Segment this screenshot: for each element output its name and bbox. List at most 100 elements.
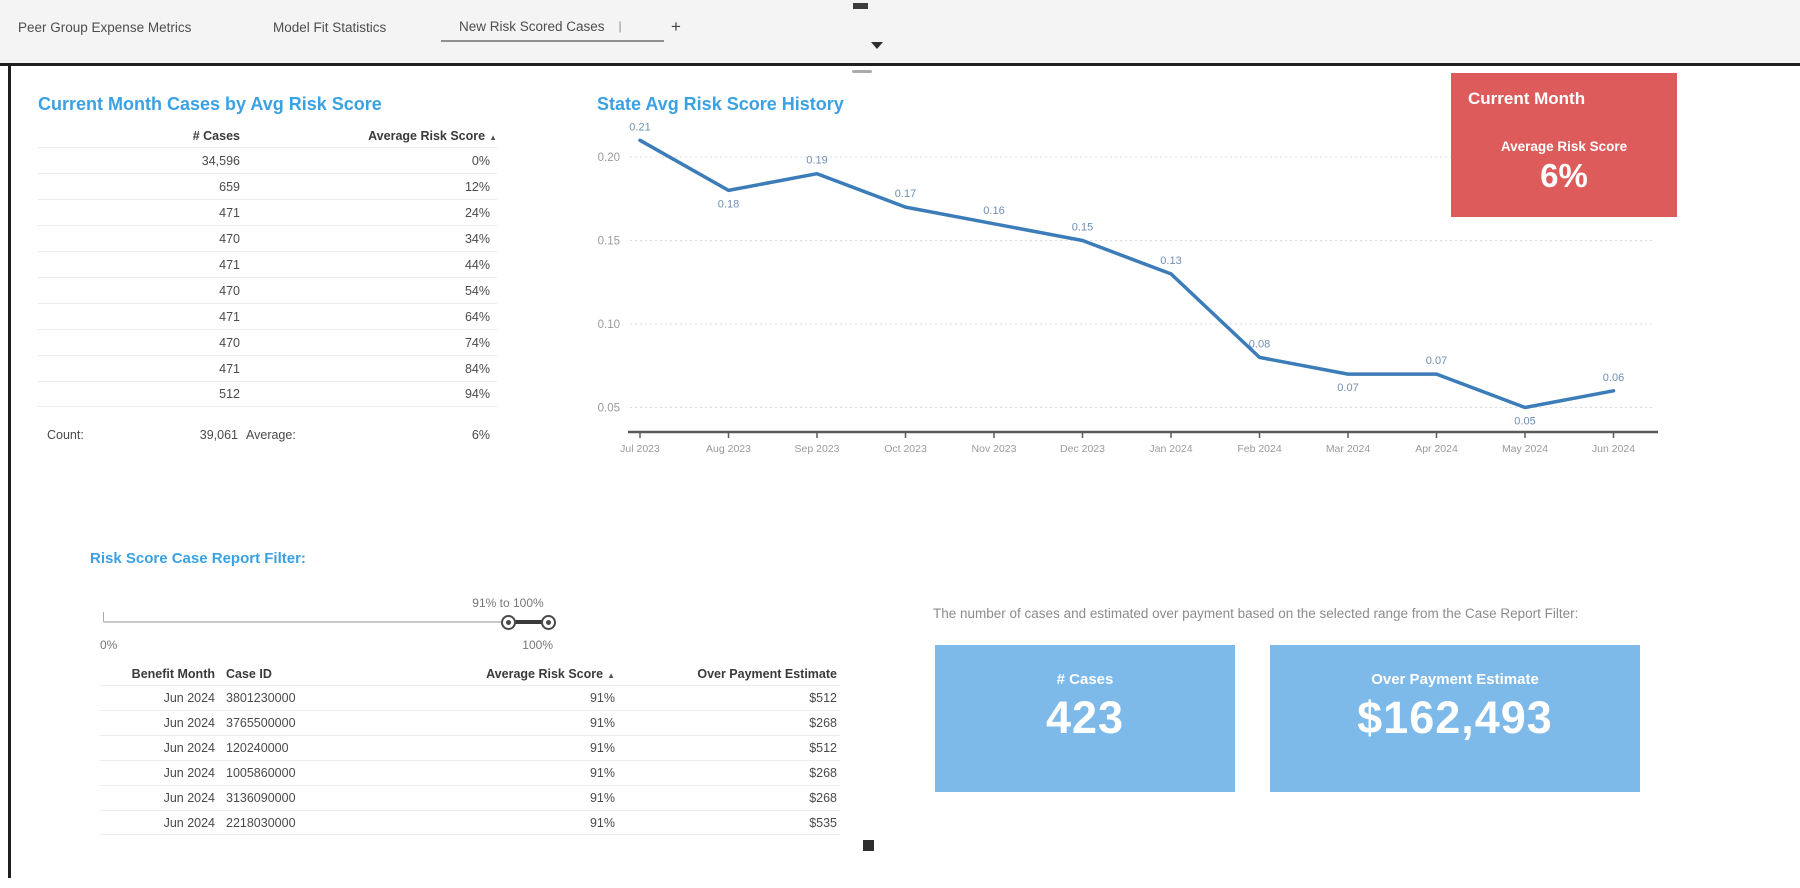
tab-label: New Risk Scored Cases	[459, 18, 605, 34]
report-cell: $512	[809, 691, 837, 705]
column-header-average-risk-score[interactable]: Average Risk Score ▲	[486, 667, 615, 681]
risk-history-chart-svg[interactable]: 0.20 0.15 0.10 0.05 Jul 2023 Aug 2023 Sep 2023…	[560, 115, 1700, 460]
cases-cell: 34,596	[201, 153, 240, 168]
visual-more-options-icon[interactable]	[852, 70, 872, 73]
chart-title: State Avg Risk Score History	[597, 94, 844, 114]
table-row[interactable]: 512 94%	[38, 381, 497, 407]
average-label: Average:	[246, 428, 296, 442]
table-row[interactable]: Jun 2024 120240000 91% $512	[100, 735, 840, 760]
slider-min-label: 0%	[100, 638, 118, 652]
cases-cell: 470	[219, 231, 240, 246]
add-tab-button[interactable]: +	[671, 17, 681, 36]
average-value: 6%	[471, 428, 490, 442]
cases-table: # Cases Average Risk Score ▲ 34,596 0% 659 1…	[38, 125, 497, 407]
slider-lower-handle[interactable]	[501, 615, 516, 630]
cases-cell: 470	[219, 335, 240, 350]
x-axis-tick-label: May 2024	[1502, 443, 1548, 455]
report-cell: $268	[809, 791, 837, 805]
report-cell: 91%	[589, 741, 615, 755]
filter-title: Risk Score Case Report Filter:	[90, 550, 306, 567]
score-cell: 12%	[464, 179, 490, 194]
count-label: Count:	[47, 428, 84, 442]
report-cell: 91%	[589, 716, 615, 730]
cases-table-title: Current Month Cases by Avg Risk Score	[38, 94, 382, 114]
report-cell: Jun 2024	[163, 691, 215, 705]
current-month-kpi-card[interactable]: Current Month Average Risk Score 6%	[1451, 73, 1677, 217]
y-axis-tick-label: 0.15	[598, 236, 620, 248]
tab-divider: |	[618, 19, 622, 33]
column-header-benefit-month[interactable]: Benefit Month	[131, 667, 215, 681]
report-cell: 91%	[589, 691, 615, 705]
column-header-case-id[interactable]: Case ID	[226, 667, 272, 681]
table-row[interactable]: Jun 2024 1005860000 91% $268	[100, 760, 840, 785]
table-row[interactable]: Jun 2024 3136090000 91% $268	[100, 785, 840, 810]
report-cell: 2218030000	[226, 815, 296, 830]
kpi-metric-value: 6%	[1540, 157, 1588, 194]
tab-label: Model Fit Statistics	[273, 19, 387, 35]
table-row[interactable]: 471 84%	[38, 355, 497, 381]
slider-selected-range[interactable]	[508, 620, 548, 624]
window-drag-handle	[853, 3, 868, 9]
report-cell: Jun 2024	[163, 766, 215, 780]
table-row[interactable]: 471 44%	[38, 251, 497, 277]
report-table-header: Benefit Month Case ID Average Risk Score…	[100, 663, 840, 685]
cases-table-header: # Cases Average Risk Score ▲	[38, 125, 497, 147]
x-axis-tick-label: Mar 2024	[1326, 443, 1371, 455]
score-cell: 94%	[464, 387, 490, 401]
kpi-label: Over Payment Estimate	[1371, 671, 1539, 688]
table-row[interactable]: 471 24%	[38, 199, 497, 225]
data-point-label: 0.18	[718, 198, 739, 210]
score-cell: 64%	[464, 309, 490, 324]
data-point-label: 0.05	[1514, 416, 1535, 428]
page-scroll-arrow-icon[interactable]	[871, 42, 883, 49]
table-row[interactable]: 34,596 0%	[38, 147, 497, 173]
x-axis-tick-label: Feb 2024	[1237, 443, 1282, 455]
x-axis-tick-label: Sep 2023	[795, 443, 840, 455]
table-row[interactable]: 659 12%	[38, 173, 497, 199]
x-axis-tick-label: Aug 2023	[706, 443, 751, 455]
table-row[interactable]: 470 54%	[38, 277, 497, 303]
tab-new-risk-scored-cases[interactable]: New Risk Scored Cases |	[441, 12, 664, 42]
score-cell: 44%	[464, 257, 490, 272]
table-row[interactable]: 470 74%	[38, 329, 497, 355]
slider-upper-handle[interactable]	[541, 615, 556, 630]
table-row[interactable]: Jun 2024 3801230000 91% $512	[100, 685, 840, 710]
risk-score-line-series[interactable]	[638, 138, 1616, 410]
num-cases-kpi-card[interactable]: # Cases 423	[935, 645, 1235, 792]
over-payment-kpi-card[interactable]: Over Payment Estimate $162,493	[1270, 645, 1640, 792]
cases-cell: 512	[219, 387, 240, 401]
tab-peer-group-expense-metrics[interactable]: Peer Group Expense Metrics	[18, 12, 191, 42]
x-axis-tick-label: Jan 2024	[1149, 443, 1192, 455]
data-point-label: 0.16	[983, 205, 1004, 217]
sort-ascending-icon: ▲	[489, 133, 497, 142]
y-axis-tick-label: 0.05	[598, 403, 620, 415]
column-header-num-cases[interactable]: # Cases	[192, 129, 240, 143]
table-row[interactable]: 470 34%	[38, 225, 497, 251]
report-cell: 3801230000	[226, 691, 296, 705]
score-cell: 24%	[464, 205, 490, 220]
report-cell: 120240000	[226, 741, 289, 755]
data-point-label: 0.17	[895, 188, 916, 200]
table-row[interactable]: Jun 2024 3765500000 91% $268	[100, 710, 840, 735]
data-point-label: 0.06	[1603, 372, 1624, 384]
kpi-card-title: Current Month	[1468, 89, 1586, 108]
tab-model-fit-statistics[interactable]: Model Fit Statistics	[273, 12, 386, 42]
canvas-resize-handle[interactable]	[863, 840, 874, 851]
column-header-avg-risk-score[interactable]: Average Risk Score ▲	[368, 129, 497, 143]
x-axis-tick-label: Oct 2023	[884, 443, 927, 455]
data-point-label: 0.21	[629, 121, 650, 133]
table-row[interactable]: Jun 2024 2218030000 91% $535	[100, 810, 840, 835]
report-cell: $268	[809, 766, 837, 780]
column-header-over-payment-estimate[interactable]: Over Payment Estimate	[697, 667, 837, 681]
report-cell: $268	[809, 716, 837, 730]
y-axis-tick-label: 0.10	[598, 319, 620, 331]
report-cell: Jun 2024	[163, 791, 215, 805]
cases-cell: 471	[219, 205, 240, 220]
table-row[interactable]: 471 64%	[38, 303, 497, 329]
report-cell: 91%	[589, 791, 615, 805]
cases-table-footer: Count: 39,061 Average: 6%	[38, 428, 497, 448]
tab-label: Peer Group Expense Metrics	[18, 19, 192, 35]
cases-cell: 471	[219, 361, 240, 376]
slider-track[interactable]	[103, 621, 548, 623]
score-cell: 0%	[471, 153, 490, 168]
